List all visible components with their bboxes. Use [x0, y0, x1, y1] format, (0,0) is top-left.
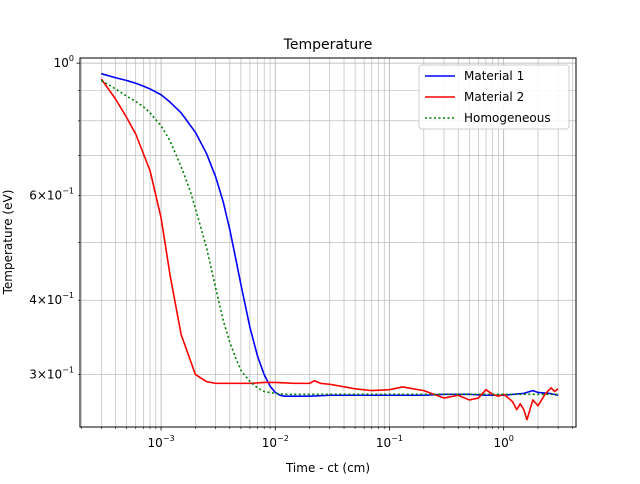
x-tick-label: 10−2: [262, 434, 289, 450]
x-tick-label-base: 10: [493, 436, 508, 450]
x-tick-label-exponent: −2: [277, 434, 289, 443]
chart-title: Temperature: [283, 37, 373, 53]
y-tick-label-base: 10: [54, 56, 69, 70]
x-tick-label: 10−3: [148, 434, 175, 450]
x-tick-label-exponent: −3: [163, 434, 175, 443]
legend: Material 1 Material 2 Homogeneous: [418, 64, 570, 130]
y-tick-label-exponent: −1: [62, 186, 74, 195]
x-tick-label-exponent: 0: [509, 434, 514, 443]
x-tick-label: 100: [493, 434, 513, 450]
y-tick-label: 3×10−1: [29, 366, 74, 382]
y-tick-label-times: ×: [37, 293, 47, 307]
y-tick-label-base: 10: [47, 188, 62, 202]
grid: [80, 58, 576, 427]
y-tick-label: 6×10−1: [29, 186, 74, 202]
x-tick-label-base: 10: [262, 436, 277, 450]
x-tick-label-exponent: −1: [391, 434, 403, 443]
x-axis-label: Time - ct (cm): [285, 461, 370, 475]
legend-entries: Material 1 Material 2 Homogeneous: [425, 69, 551, 125]
y-tick-label-exponent: −1: [62, 291, 74, 300]
y-tick-label-base: 10: [47, 368, 62, 382]
x-tick-label-base: 10: [148, 436, 163, 450]
y-axis-label: Temperature (eV): [1, 190, 15, 296]
legend-label-2: Material 2: [464, 90, 524, 104]
y-tick-label-times: ×: [37, 368, 47, 382]
series-line-2: [100, 78, 559, 421]
y-tick-label-mantissa: 3: [29, 368, 37, 382]
y-tick-label-times: ×: [37, 188, 47, 202]
y-tick-label-exponent: 0: [69, 54, 74, 63]
x-tick-label: 10−1: [376, 434, 403, 450]
x-axis-ticks: 10−3 10−2 10−1 100: [80, 427, 573, 450]
y-tick-label-mantissa: 6: [29, 188, 37, 202]
y-tick-label: 4×10−1: [29, 291, 74, 307]
series-line-3: [100, 79, 559, 396]
series-lines: [100, 72, 559, 421]
y-tick-label-base: 10: [47, 293, 62, 307]
y-tick-label: 100: [54, 54, 74, 70]
legend-box: [418, 64, 570, 130]
y-tick-label-mantissa: 4: [29, 293, 37, 307]
y-tick-label-exponent: −1: [62, 366, 74, 375]
x-tick-label-base: 10: [376, 436, 391, 450]
legend-label-3: Homogeneous: [464, 111, 551, 125]
legend-label-1: Material 1: [464, 69, 524, 83]
